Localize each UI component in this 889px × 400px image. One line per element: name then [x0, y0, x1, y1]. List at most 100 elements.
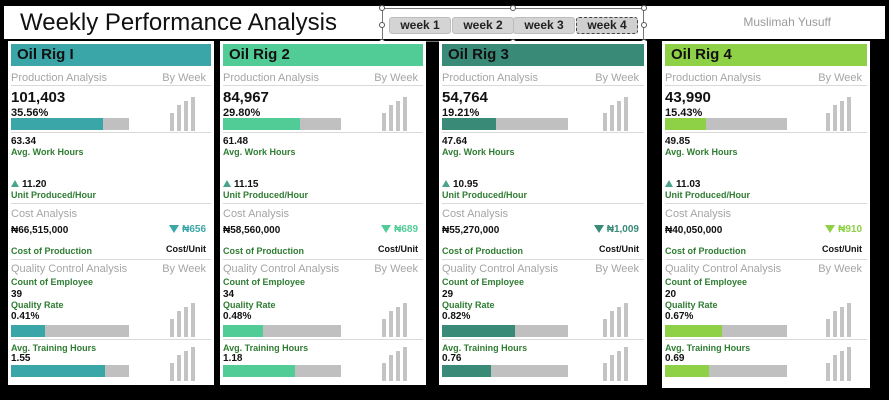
sparkline-bar	[624, 347, 628, 381]
resize-handle-top-right[interactable]	[641, 5, 647, 11]
resize-handle-right[interactable]	[641, 22, 647, 28]
sparkline-bar	[603, 363, 607, 381]
cost-of-production-label: Cost of Production	[11, 246, 92, 256]
avg-work-hours-label: Avg. Work Hours	[665, 147, 738, 157]
rig-title: Oil Rig 4	[665, 44, 867, 66]
dashboard-header: Weekly Performance Analysis week 1 week …	[4, 5, 885, 45]
unit-produced-value: 11.03	[665, 179, 700, 190]
sparkline-bar	[617, 307, 621, 337]
divider	[665, 203, 867, 204]
production-share: 19.21%	[442, 107, 480, 119]
sparkline-bar	[826, 113, 830, 131]
sparkline-bar	[177, 355, 181, 381]
sparkline-bar	[833, 105, 837, 131]
sparkline-bar	[403, 347, 407, 381]
quality-progress-fill	[223, 325, 263, 337]
cost-unit-label: Cost/Unit	[599, 244, 639, 254]
divider	[223, 85, 423, 86]
sparkline-bar	[184, 351, 188, 381]
training-sparkline	[382, 347, 407, 381]
week-2-button[interactable]: week 2	[452, 17, 514, 34]
sparkline-bar	[184, 101, 188, 131]
divider	[442, 203, 644, 204]
training-progress-fill	[665, 365, 709, 377]
count-of-employee-label: Count of Employee	[11, 277, 94, 287]
production-share: 15.43%	[665, 107, 703, 119]
divider	[223, 259, 423, 260]
sparkline-bar	[403, 303, 407, 337]
divider	[442, 339, 644, 340]
sparkline-bar	[170, 319, 174, 337]
quality-progress-bar	[665, 325, 787, 337]
cost-per-unit-value: ₦656	[169, 224, 206, 235]
sparkline-bar	[826, 319, 830, 337]
production-value: 84,967	[223, 89, 269, 106]
quality-progress-fill	[442, 325, 515, 337]
sparkline-bar	[396, 307, 400, 337]
by-week-label: By Week	[595, 72, 639, 84]
sparkline-bar	[847, 97, 851, 131]
production-value: 54,764	[442, 89, 488, 106]
quality-rate-value: 0.48%	[223, 311, 252, 322]
sparkline-bar	[840, 307, 844, 337]
up-triangle-icon	[665, 180, 673, 187]
avg-work-hours-value: 49.85	[665, 136, 691, 147]
cost-of-production-label: Cost of Production	[665, 246, 746, 256]
resize-handle-top[interactable]	[510, 5, 516, 11]
quality-progress-bar	[11, 325, 129, 337]
production-sparkline	[603, 97, 628, 131]
unit-produced-label: Unit Produced/Hour	[442, 190, 527, 200]
resize-handle-top-left[interactable]	[379, 5, 385, 11]
production-progress-fill	[665, 118, 706, 130]
cost-per-unit-value: ₦1,009	[593, 224, 639, 235]
sparkline-bar	[833, 355, 837, 381]
rig-card: Oil Rig I Production Analysis By Week 10…	[8, 41, 214, 385]
sparkline-bar	[389, 105, 393, 131]
quality-sparkline	[826, 303, 851, 337]
employee-count-value: 34	[223, 289, 235, 300]
avg-work-hours-value: 63.34	[11, 136, 37, 147]
divider	[223, 339, 423, 340]
week-slicer[interactable]: week 1 week 2 week 3 week 4	[379, 5, 647, 45]
up-triangle-icon	[223, 180, 231, 187]
sparkline-bar	[610, 311, 614, 337]
cost-of-production-label: Cost of Production	[442, 246, 523, 256]
sparkline-bar	[840, 351, 844, 381]
by-week-label: By Week	[595, 263, 639, 275]
week-4-button[interactable]: week 4	[576, 17, 638, 34]
training-hours-value: 1.18	[223, 353, 243, 364]
quality-progress-fill	[11, 325, 45, 337]
production-value: 101,403	[11, 89, 66, 106]
down-triangle-icon	[169, 225, 180, 234]
up-triangle-icon	[442, 180, 450, 187]
training-sparkline	[603, 347, 628, 381]
rig-card: Oil Rig 3 Production Analysis By Week 54…	[439, 41, 647, 385]
sparkline-bar	[191, 303, 195, 337]
training-progress-fill	[11, 365, 105, 377]
sparkline-bar	[610, 105, 614, 131]
production-sparkline	[826, 97, 851, 131]
rig-title: Oil Rig 3	[442, 44, 644, 66]
sparkline-bar	[177, 311, 181, 337]
count-of-employee-label: Count of Employee	[665, 277, 748, 287]
resize-handle-left[interactable]	[379, 22, 385, 28]
rig-card: Oil Rig 2 Production Analysis By Week 84…	[220, 41, 426, 385]
cost-analysis-heading: Cost Analysis	[665, 208, 732, 220]
cost-of-production-value: ₦40,050,000	[665, 225, 723, 236]
quality-rate-label: Quality Rate	[665, 300, 718, 310]
sparkline-bar	[617, 351, 621, 381]
sparkline-bar	[617, 101, 621, 131]
sparkline-bar	[184, 307, 188, 337]
employee-count-value: 29	[442, 289, 454, 300]
sparkline-bar	[610, 355, 614, 381]
by-week-label: By Week	[374, 263, 418, 275]
week-3-button[interactable]: week 3	[513, 17, 575, 34]
production-sparkline	[170, 97, 195, 131]
week-1-button[interactable]: week 1	[389, 17, 451, 34]
production-progress-bar	[665, 118, 787, 130]
count-of-employee-label: Count of Employee	[223, 277, 306, 287]
divider	[11, 85, 211, 86]
unit-produced-label: Unit Produced/Hour	[223, 190, 308, 200]
training-progress-fill	[223, 365, 295, 377]
quality-rate-value: 0.67%	[665, 311, 694, 322]
